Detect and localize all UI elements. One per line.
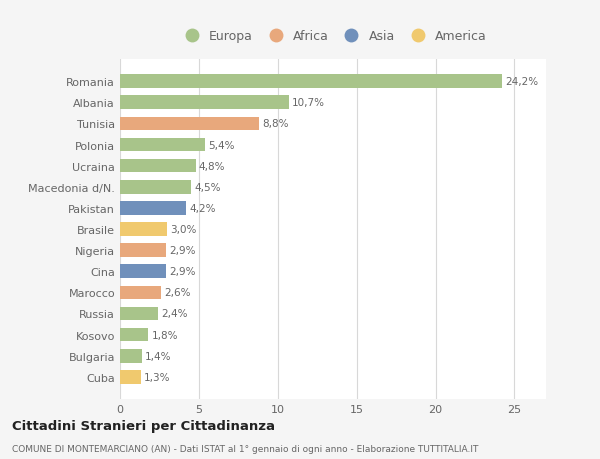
Text: 4,2%: 4,2% — [190, 203, 216, 213]
Bar — [120, 328, 148, 342]
Bar — [120, 370, 140, 384]
Bar — [120, 244, 166, 257]
Text: 1,8%: 1,8% — [152, 330, 178, 340]
Text: 3,0%: 3,0% — [170, 224, 197, 235]
Bar — [120, 96, 289, 110]
Text: 4,5%: 4,5% — [194, 182, 221, 192]
Text: Cittadini Stranieri per Cittadinanza: Cittadini Stranieri per Cittadinanza — [12, 419, 275, 432]
Bar — [120, 223, 167, 236]
Bar — [120, 117, 259, 131]
Bar — [120, 180, 191, 194]
Text: 10,7%: 10,7% — [292, 98, 325, 108]
Text: 5,4%: 5,4% — [208, 140, 235, 150]
Bar — [120, 202, 186, 215]
Text: 2,4%: 2,4% — [161, 309, 188, 319]
Text: 2,6%: 2,6% — [164, 288, 191, 298]
Bar — [120, 75, 502, 89]
Text: 4,8%: 4,8% — [199, 161, 226, 171]
Text: 1,4%: 1,4% — [145, 351, 172, 361]
Bar — [120, 265, 166, 279]
Text: 2,9%: 2,9% — [169, 267, 196, 277]
Text: 2,9%: 2,9% — [169, 246, 196, 256]
Text: 24,2%: 24,2% — [505, 77, 538, 87]
Bar — [120, 138, 205, 152]
Bar — [120, 307, 158, 321]
Text: 1,3%: 1,3% — [143, 372, 170, 382]
Text: COMUNE DI MONTEMARCIANO (AN) - Dati ISTAT al 1° gennaio di ogni anno - Elaborazi: COMUNE DI MONTEMARCIANO (AN) - Dati ISTA… — [12, 444, 478, 453]
Bar — [120, 349, 142, 363]
Bar — [120, 286, 161, 300]
Legend: Europa, Africa, Asia, America: Europa, Africa, Asia, America — [174, 25, 492, 48]
Text: 8,8%: 8,8% — [262, 119, 289, 129]
Bar — [120, 159, 196, 173]
